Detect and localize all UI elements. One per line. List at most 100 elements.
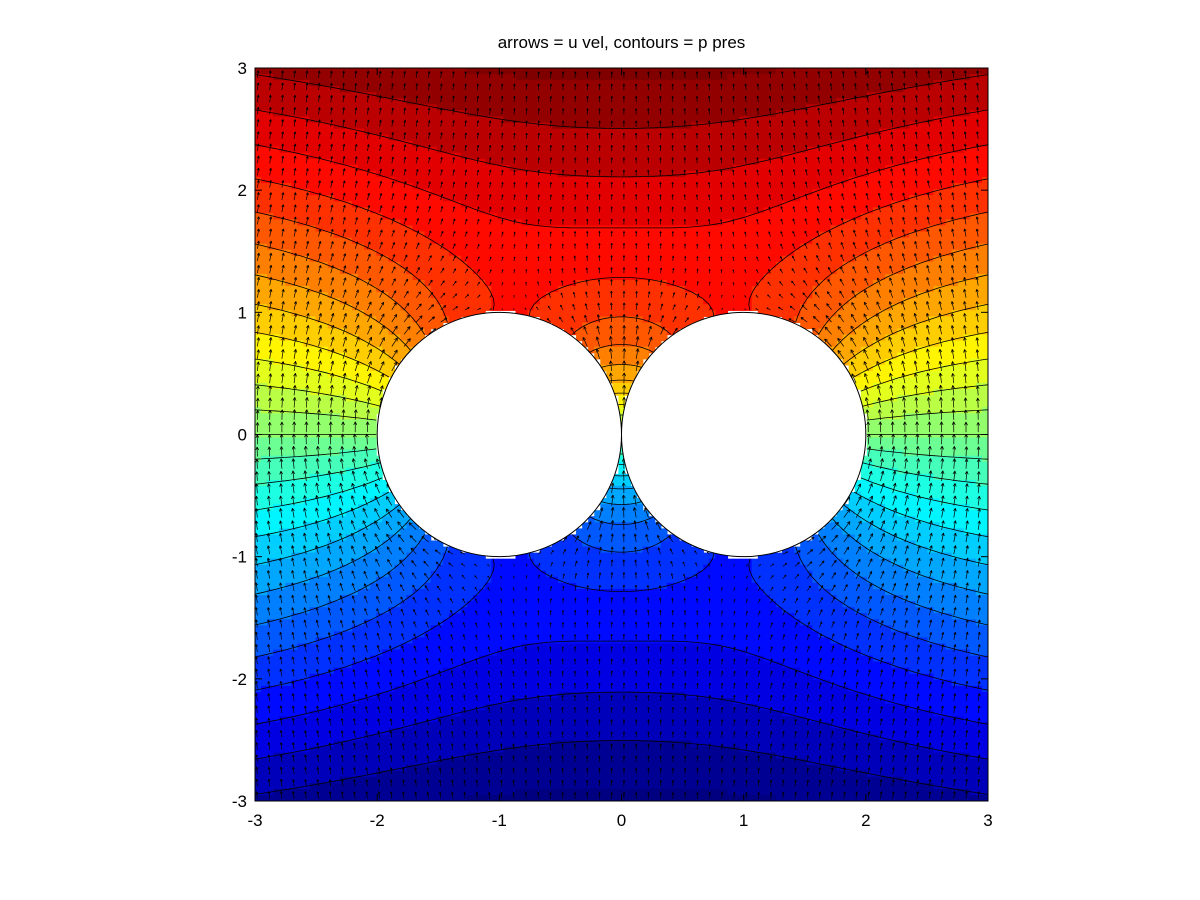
pressure-cell	[509, 225, 517, 233]
pressure-cell	[951, 298, 959, 305]
pressure-cell	[885, 164, 892, 172]
pressure-cell	[424, 92, 432, 99]
pressure-cell	[709, 177, 716, 184]
pressure-cell	[400, 80, 408, 87]
pressure-cell	[679, 146, 686, 154]
pressure-cell	[406, 68, 414, 75]
pressure-cell	[430, 267, 438, 275]
pressure-cell	[606, 80, 614, 87]
pressure-cell	[969, 80, 977, 87]
pressure-cell	[945, 255, 953, 263]
pressure-cell	[448, 255, 456, 263]
pressure-cell	[382, 146, 389, 154]
pressure-cell	[406, 164, 414, 172]
pressure-cell	[557, 231, 565, 239]
pressure-cell	[509, 104, 517, 112]
pressure-cell	[830, 304, 838, 311]
pressure-cell	[703, 231, 710, 239]
pressure-cell	[915, 310, 922, 317]
pressure-cell	[606, 213, 614, 221]
pressure-cell	[454, 304, 462, 311]
pressure-cell	[388, 261, 395, 269]
pressure-cell	[745, 152, 753, 160]
pressure-cell	[388, 134, 395, 142]
pressure-cell	[769, 146, 777, 154]
pressure-cell	[291, 249, 299, 257]
pressure-cell	[842, 134, 850, 142]
pressure-cell	[630, 116, 638, 124]
pressure-cell	[515, 110, 523, 118]
pressure-cell	[497, 189, 504, 196]
pressure-cell	[709, 237, 716, 245]
pressure-cell	[745, 134, 753, 142]
pressure-cell	[969, 249, 977, 257]
pressure-cell	[969, 134, 977, 142]
pressure-cell	[370, 189, 377, 196]
pressure-cell	[824, 213, 832, 221]
pressure-cell	[479, 243, 486, 251]
pressure-cell	[933, 286, 941, 293]
pressure-cell	[515, 273, 523, 281]
pressure-cell	[715, 80, 723, 87]
pressure-cell	[685, 134, 692, 142]
pressure-cell	[709, 292, 716, 299]
pressure-cell	[660, 110, 668, 118]
pressure-cell	[775, 80, 783, 87]
pressure-cell	[975, 237, 983, 245]
pressure-cell	[763, 104, 771, 112]
pressure-cell	[600, 152, 607, 160]
pressure-cell	[473, 164, 480, 172]
pressure-cell	[891, 158, 898, 166]
pressure-cell	[775, 152, 783, 160]
pressure-cell	[872, 158, 880, 166]
pressure-cell	[800, 146, 807, 154]
pressure-cell	[794, 243, 801, 251]
pressure-cell	[448, 237, 456, 245]
pressure-cell	[333, 298, 341, 305]
pressure-cell	[527, 98, 535, 105]
pressure-cell	[357, 68, 365, 75]
pressure-cell	[600, 292, 607, 299]
pressure-cell	[891, 237, 898, 245]
pressure-cell	[436, 249, 444, 257]
pressure-cell	[582, 80, 589, 87]
pressure-cell	[388, 267, 395, 275]
pressure-cell	[273, 237, 280, 245]
pressure-cell	[557, 164, 565, 172]
pressure-cell	[539, 189, 547, 196]
pressure-cell	[412, 219, 420, 227]
pressure-cell	[727, 255, 735, 263]
pressure-cell	[563, 304, 571, 311]
pressure-cell	[727, 231, 735, 239]
pressure-cell	[261, 189, 268, 196]
pressure-cell	[830, 86, 838, 93]
pressure-cell	[430, 255, 438, 263]
pressure-cell	[327, 213, 335, 221]
pressure-cell	[533, 92, 541, 99]
pressure-cell	[333, 207, 341, 214]
pressure-cell	[872, 280, 880, 287]
pressure-cell	[788, 213, 795, 221]
pressure-cell	[424, 104, 432, 112]
pressure-cell	[872, 219, 880, 227]
pressure-cell	[612, 225, 620, 233]
pressure-cell	[563, 231, 571, 239]
pressure-cell	[357, 237, 365, 245]
pressure-cell	[788, 68, 795, 75]
pressure-cell	[600, 122, 607, 130]
pressure-cell	[715, 213, 723, 221]
pressure-cell	[636, 140, 644, 148]
pressure-cell	[685, 310, 692, 317]
pressure-cell	[769, 237, 777, 245]
pressure-cell	[473, 134, 480, 142]
pressure-cell	[467, 164, 474, 172]
pressure-cell	[491, 237, 498, 245]
pressure-cell	[672, 195, 680, 202]
pressure-cell	[666, 68, 674, 75]
pressure-cell	[418, 225, 426, 233]
pressure-cell	[467, 134, 474, 142]
pressure-cell	[636, 255, 644, 263]
pressure-cell	[848, 249, 856, 257]
pressure-cell	[448, 213, 456, 221]
pressure-cell	[878, 189, 886, 196]
